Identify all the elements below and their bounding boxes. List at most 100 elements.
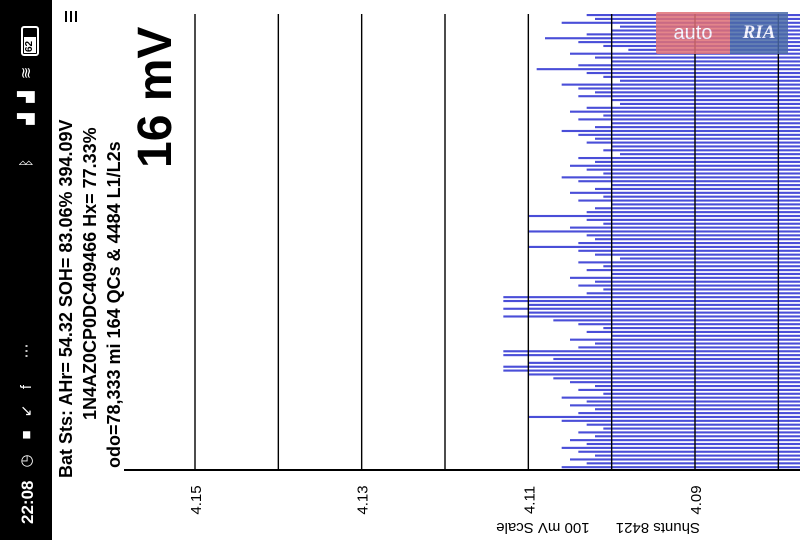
cell-bar — [503, 307, 800, 310]
cell-bar — [586, 234, 800, 237]
cell-bar — [603, 75, 800, 78]
cell-bar — [595, 342, 800, 345]
vertical-menu-icon[interactable] — [64, 10, 78, 24]
cell-bar — [553, 377, 800, 380]
cell-bar — [595, 253, 800, 256]
cell-bar — [528, 303, 800, 306]
cell-bar — [586, 269, 800, 272]
cell-bar — [578, 87, 800, 90]
cell-bar — [528, 361, 800, 364]
cell-bar — [586, 462, 800, 465]
cell-voltage-chart: 4.15 4.13 4.11 4.09 — [124, 14, 800, 515]
cell-bar — [570, 439, 800, 442]
watermark-ria: RIA — [730, 12, 788, 54]
cell-bar — [586, 71, 800, 75]
cell-bar — [528, 230, 800, 233]
tick-label: 4.15 — [188, 485, 205, 514]
cell-bar — [603, 265, 800, 268]
cell-bar — [620, 79, 800, 82]
cell-bar — [603, 327, 800, 330]
cell-bar — [603, 392, 800, 395]
cell-bar — [561, 129, 800, 133]
cell-bar — [620, 153, 800, 156]
tick-labels: 4.15 4.13 4.11 4.09 — [188, 485, 705, 514]
cell-bar — [570, 276, 800, 279]
cell-bar — [570, 226, 800, 229]
tick-label: 4.09 — [688, 485, 705, 514]
cell-bar — [595, 207, 800, 210]
cell-bar — [553, 357, 800, 361]
cell-bar — [528, 373, 800, 376]
cell-bar — [561, 446, 800, 449]
cell-bar — [586, 442, 800, 446]
cell-bar — [595, 408, 800, 411]
cell-bar — [595, 126, 800, 129]
cell-bar — [570, 110, 800, 113]
tick-label: 4.11 — [521, 486, 538, 514]
bar-group — [503, 14, 800, 469]
cell-bar — [570, 191, 800, 194]
facebook-icon: f — [18, 384, 35, 390]
cell-bar — [586, 168, 800, 171]
signal-icon: ▟ — [18, 91, 35, 103]
cell-bar — [611, 122, 800, 125]
cell-bar — [536, 68, 800, 71]
cell-bar — [570, 404, 800, 407]
cell-bar — [528, 415, 800, 419]
cell-bar — [603, 172, 800, 175]
cell-bar — [586, 141, 800, 144]
cell-bar — [611, 60, 800, 63]
cell-bar — [528, 245, 800, 248]
cell-bar — [603, 195, 800, 198]
cell-bar — [503, 354, 800, 357]
cell-bar — [586, 330, 800, 334]
cell-bar — [570, 338, 800, 341]
battery-level — [24, 36, 36, 53]
cell-bar — [578, 118, 800, 121]
cell-bar — [620, 257, 800, 260]
status-bar: ≋ ▟ ▟ ᛒ ⋯ f ↙ ■ ◷ 22:08 — [0, 0, 52, 540]
cell-bar — [578, 242, 800, 245]
cell-bar — [603, 427, 800, 430]
cell-bar — [586, 292, 800, 295]
cell-bar — [611, 145, 800, 148]
cell-bar — [595, 137, 800, 140]
cell-bar — [586, 423, 800, 426]
cell-bar — [611, 184, 800, 187]
cell-bar — [611, 99, 800, 102]
cell-bar — [595, 56, 800, 59]
cell-bar — [570, 458, 800, 461]
cell-bar — [578, 323, 800, 326]
cell-bar — [503, 365, 800, 368]
bottom-label-row: Shunts 8421 100 mV Scale — [460, 512, 700, 536]
cell-bar — [611, 203, 800, 206]
cell-bar — [578, 346, 800, 349]
cell-bar — [586, 400, 800, 403]
cell-bar — [503, 299, 800, 303]
cell-bar — [578, 412, 800, 415]
cell-bar — [603, 222, 800, 225]
cell-bar — [578, 95, 800, 98]
cell-bar — [603, 149, 800, 152]
cell-bar — [595, 160, 800, 163]
cell-bar — [561, 176, 800, 179]
cell-bar — [595, 454, 800, 457]
cell-bar — [586, 106, 800, 109]
more-dots-icon: ⋯ — [18, 343, 35, 359]
cell-bar — [528, 214, 800, 218]
battery-icon — [21, 26, 39, 56]
cell-bar — [595, 187, 800, 191]
cell-bar — [570, 381, 800, 384]
cell-bar — [561, 83, 800, 86]
cell-bar — [553, 319, 800, 322]
cell-bar — [503, 296, 800, 299]
cell-bar — [503, 369, 800, 372]
cell-bar — [586, 211, 800, 214]
cell-bar — [503, 350, 800, 353]
cell-bar — [603, 114, 800, 117]
gridlines — [194, 14, 780, 470]
cell-bar — [595, 435, 800, 438]
cell-bar — [595, 384, 800, 388]
cell-bar — [561, 396, 800, 399]
cell-bar — [578, 284, 800, 287]
